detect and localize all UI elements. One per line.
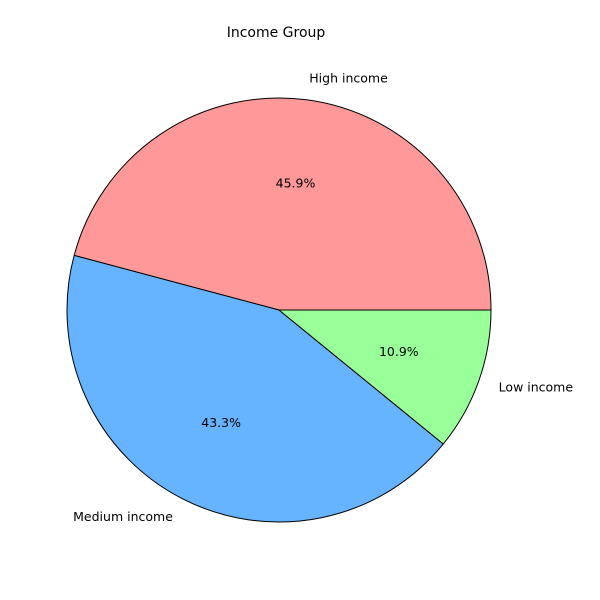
percent-label-medium-income: 43.3%: [201, 415, 241, 430]
chart-title: Income Group: [227, 25, 326, 41]
pie-labels: High income 45.9% Medium income 43.3% Low in…: [73, 70, 573, 524]
pie-slices: [66, 97, 492, 523]
percent-label-low-income: 10.9%: [379, 344, 419, 359]
slice-label-low-income: Low income: [499, 380, 574, 395]
pie-slice-medium-income: [66, 254, 444, 523]
percent-label-high-income: 45.9%: [276, 175, 316, 190]
pie-slice-high-income: [73, 97, 492, 311]
slice-label-medium-income: Medium income: [73, 509, 173, 524]
slice-label-high-income: High income: [309, 70, 388, 85]
pie-slice-low-income: [278, 309, 492, 445]
